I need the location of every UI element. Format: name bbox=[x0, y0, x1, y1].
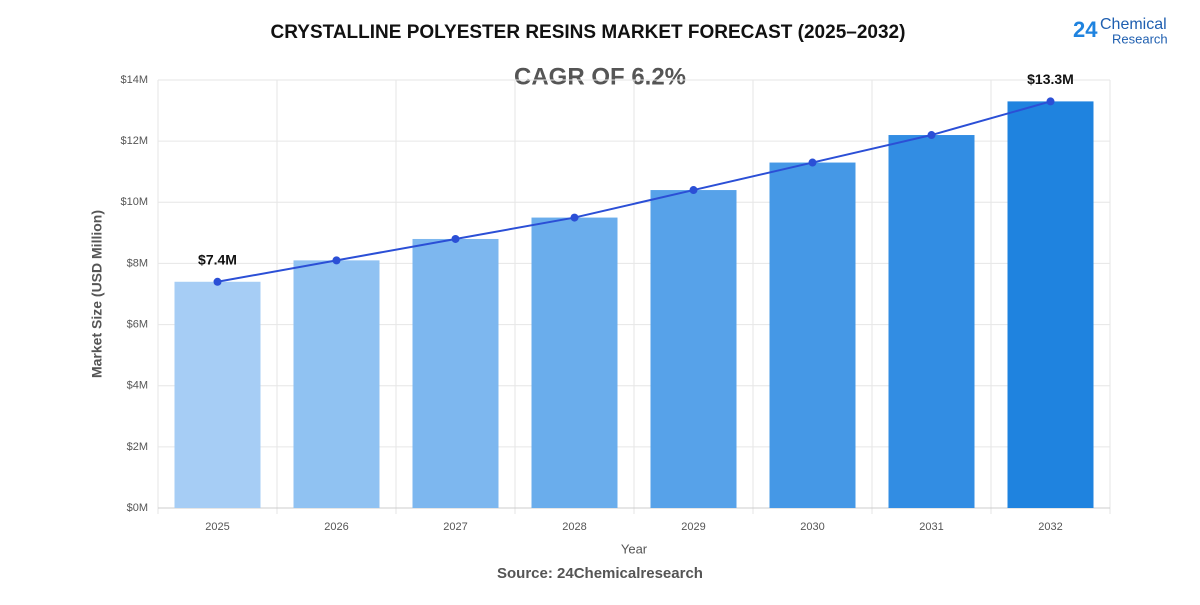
y-tick-label: $2M bbox=[127, 441, 148, 453]
bar bbox=[769, 162, 856, 509]
x-axis-label: Year bbox=[621, 541, 648, 556]
data-label: $13.3M bbox=[1027, 71, 1074, 87]
y-tick-label: $14M bbox=[120, 74, 148, 86]
source: Source: 24Chemicalresearch bbox=[497, 565, 703, 582]
bar bbox=[650, 190, 737, 509]
bar bbox=[531, 217, 618, 509]
x-tick-label: 2031 bbox=[919, 521, 943, 533]
x-tick-label: 2032 bbox=[1038, 521, 1062, 533]
trend-point bbox=[689, 186, 698, 195]
trend-point bbox=[332, 256, 341, 265]
data-label: $7.4M bbox=[198, 251, 237, 267]
trend-point bbox=[927, 131, 936, 140]
y-tick-label: $8M bbox=[127, 257, 148, 269]
trend-point bbox=[570, 213, 579, 222]
x-tick-label: 2029 bbox=[681, 521, 705, 533]
x-tick-label: 2030 bbox=[800, 521, 824, 533]
bar bbox=[174, 281, 261, 508]
logo-line1: Chemical bbox=[1100, 16, 1167, 33]
trend-point bbox=[1046, 97, 1055, 106]
trend-point bbox=[451, 234, 460, 243]
bar bbox=[412, 238, 499, 508]
bar bbox=[1007, 101, 1094, 509]
logo-line2: Research bbox=[1112, 31, 1168, 46]
y-tick-label: $4M bbox=[127, 380, 148, 392]
y-tick-label: $10M bbox=[120, 196, 148, 208]
trend-line bbox=[217, 100, 1051, 283]
annotation: CAGR OF 6.2% bbox=[514, 63, 686, 90]
x-tick-label: 2027 bbox=[443, 521, 467, 533]
y-tick-label: $6M bbox=[127, 318, 148, 330]
y-tick-label: $12M bbox=[120, 135, 148, 147]
y-tick-label: $0M bbox=[127, 502, 148, 514]
trend-point bbox=[213, 277, 222, 286]
x-tick-label: 2025 bbox=[205, 521, 229, 533]
y-axis-label: Market Size (USD Million) bbox=[89, 210, 105, 378]
x-tick-label: 2028 bbox=[562, 521, 586, 533]
logo-number: 24 bbox=[1073, 17, 1098, 42]
bar bbox=[888, 135, 975, 508]
chart-title: CRYSTALLINE POLYESTER RESINS MARKET FORE… bbox=[271, 22, 906, 43]
bar bbox=[293, 260, 380, 508]
trend-point bbox=[808, 158, 817, 167]
x-tick-label: 2026 bbox=[324, 521, 348, 533]
